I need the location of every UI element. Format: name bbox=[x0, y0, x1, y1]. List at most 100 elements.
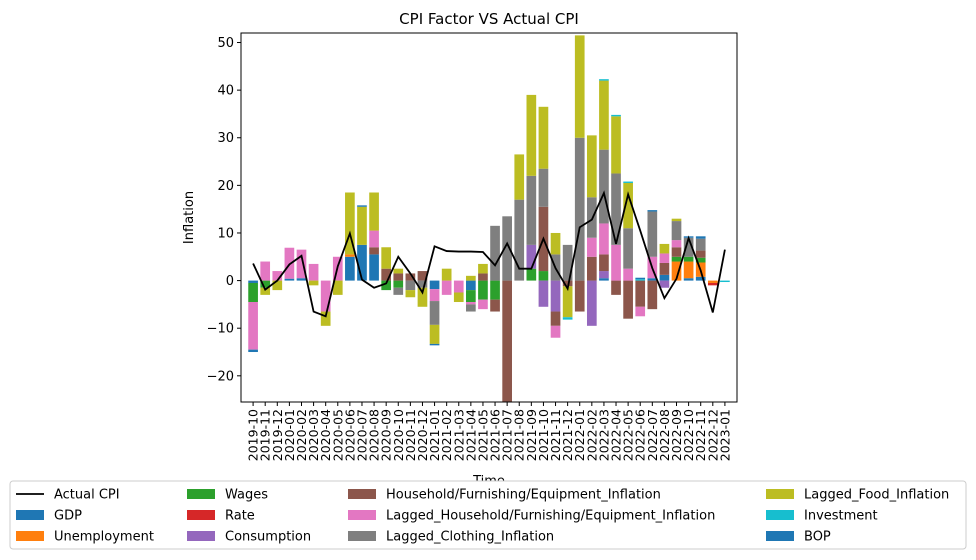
y-tick-label: 20 bbox=[217, 179, 234, 194]
x-tick-label: 2020-12 bbox=[415, 409, 430, 461]
bar-segment bbox=[599, 79, 609, 81]
y-axis-label: Inflation bbox=[182, 191, 197, 244]
plot-frame bbox=[240, 32, 738, 403]
x-tick-label: 2020-11 bbox=[403, 409, 418, 461]
legend-swatch bbox=[348, 531, 376, 541]
bar-segment bbox=[707, 282, 718, 286]
bar-segment bbox=[611, 244, 621, 281]
y-axis: −20 −10 0 10 20 30 40 50 bbox=[207, 36, 241, 384]
x-tick-label: 2021-02 bbox=[439, 409, 454, 461]
bar-segment bbox=[635, 279, 646, 281]
legend-label: GDP bbox=[54, 509, 82, 524]
legend-swatch bbox=[766, 510, 794, 520]
bar-segment bbox=[683, 256, 694, 262]
bar-segment bbox=[369, 230, 379, 248]
x-tick-label: 2022-02 bbox=[584, 409, 599, 461]
plot-bars bbox=[248, 35, 730, 402]
x-tick-label: 2021-05 bbox=[475, 409, 490, 461]
x-tick-label: 2020-06 bbox=[342, 409, 357, 461]
bar-segment bbox=[478, 273, 488, 281]
bar-segment bbox=[466, 280, 476, 291]
bar-segment bbox=[659, 262, 670, 275]
bar-segment bbox=[393, 280, 404, 288]
bar-segment bbox=[332, 280, 343, 295]
x-tick-label: 2020-03 bbox=[306, 409, 321, 461]
chart-title: CPI Factor VS Actual CPI bbox=[399, 10, 579, 28]
bar-segment bbox=[574, 35, 585, 138]
bar-segment bbox=[320, 311, 331, 326]
x-tick-label: 2022-08 bbox=[657, 409, 672, 461]
bar-segment bbox=[502, 280, 512, 402]
legend-label: Actual CPI bbox=[54, 488, 120, 503]
bar-segment bbox=[659, 243, 670, 254]
bar-segment bbox=[369, 254, 379, 281]
bar-segment bbox=[429, 324, 440, 344]
x-tick-label: 2022-12 bbox=[705, 409, 720, 461]
x-tick-label: 2022-10 bbox=[681, 409, 696, 461]
x-tick-label: 2020-05 bbox=[330, 409, 345, 461]
x-tick-label: 2022-01 bbox=[572, 409, 587, 461]
x-tick-label: 2022-05 bbox=[621, 409, 636, 461]
bar-segment bbox=[284, 278, 295, 281]
x-tick-label: 2020-02 bbox=[294, 409, 309, 461]
x-tick-label: 2020-08 bbox=[367, 409, 382, 461]
x-tick-label: 2022-03 bbox=[596, 409, 611, 461]
legend-label: BOP bbox=[804, 530, 831, 545]
bar-segment bbox=[381, 268, 392, 281]
bar-segment bbox=[526, 244, 537, 269]
bar-segment bbox=[683, 278, 694, 281]
x-tick-label: 2020-07 bbox=[354, 409, 369, 461]
bar-segment bbox=[659, 274, 670, 281]
bar-segment bbox=[635, 277, 646, 280]
bar-segment bbox=[502, 216, 512, 281]
bar-segment bbox=[599, 80, 609, 150]
x-tick-label: 2021-12 bbox=[560, 409, 575, 461]
bar-segment bbox=[635, 280, 646, 307]
bar-segment bbox=[478, 299, 488, 310]
bar-segment bbox=[671, 247, 682, 257]
bar-segment bbox=[623, 228, 633, 269]
bar-segment bbox=[345, 254, 355, 257]
bar-segment bbox=[429, 343, 440, 346]
bar-segment bbox=[574, 280, 585, 312]
bar-segment bbox=[599, 149, 609, 224]
x-tick-label: 2021-06 bbox=[488, 409, 503, 461]
legend-swatch bbox=[348, 510, 376, 520]
bar-segment bbox=[320, 280, 331, 312]
bar-segment bbox=[635, 306, 646, 317]
legend-label: Household/Furnishing/Equipment_Inflation bbox=[386, 488, 661, 503]
bar-segment bbox=[248, 302, 258, 350]
bar-segment bbox=[490, 299, 500, 312]
bar-segment bbox=[272, 271, 283, 281]
legend-label: Lagged_Food_Inflation bbox=[804, 488, 949, 503]
bar-segment bbox=[562, 317, 573, 320]
x-tick-label: 2020-09 bbox=[379, 409, 394, 461]
bar-segment bbox=[466, 275, 476, 281]
bar-segment bbox=[345, 256, 355, 281]
bar-segment bbox=[538, 106, 549, 169]
bar-segment bbox=[611, 173, 621, 245]
bar-segment bbox=[647, 211, 658, 257]
bar-segment bbox=[562, 280, 573, 287]
bar-segment bbox=[357, 205, 367, 207]
bar-segment bbox=[466, 290, 476, 303]
bar-segment bbox=[466, 304, 476, 312]
bar-segment bbox=[441, 268, 452, 281]
legend-swatch bbox=[348, 489, 376, 499]
x-tick-label: 2020-01 bbox=[282, 409, 297, 461]
bar-segment bbox=[248, 282, 258, 303]
bar-segment bbox=[695, 276, 706, 281]
bar-segment bbox=[308, 263, 319, 281]
bar-segment bbox=[550, 232, 561, 255]
bar-segment bbox=[393, 268, 404, 274]
legend-frame bbox=[9, 480, 967, 550]
bar-segment bbox=[296, 278, 307, 281]
bar-segment bbox=[695, 238, 706, 251]
bar-segment bbox=[296, 249, 307, 279]
bar-segment bbox=[538, 271, 549, 281]
bar-segment bbox=[514, 154, 525, 200]
bar-segment bbox=[260, 280, 271, 288]
x-tick-label: 2022-11 bbox=[693, 409, 708, 461]
legend-label: Wages bbox=[225, 488, 268, 503]
